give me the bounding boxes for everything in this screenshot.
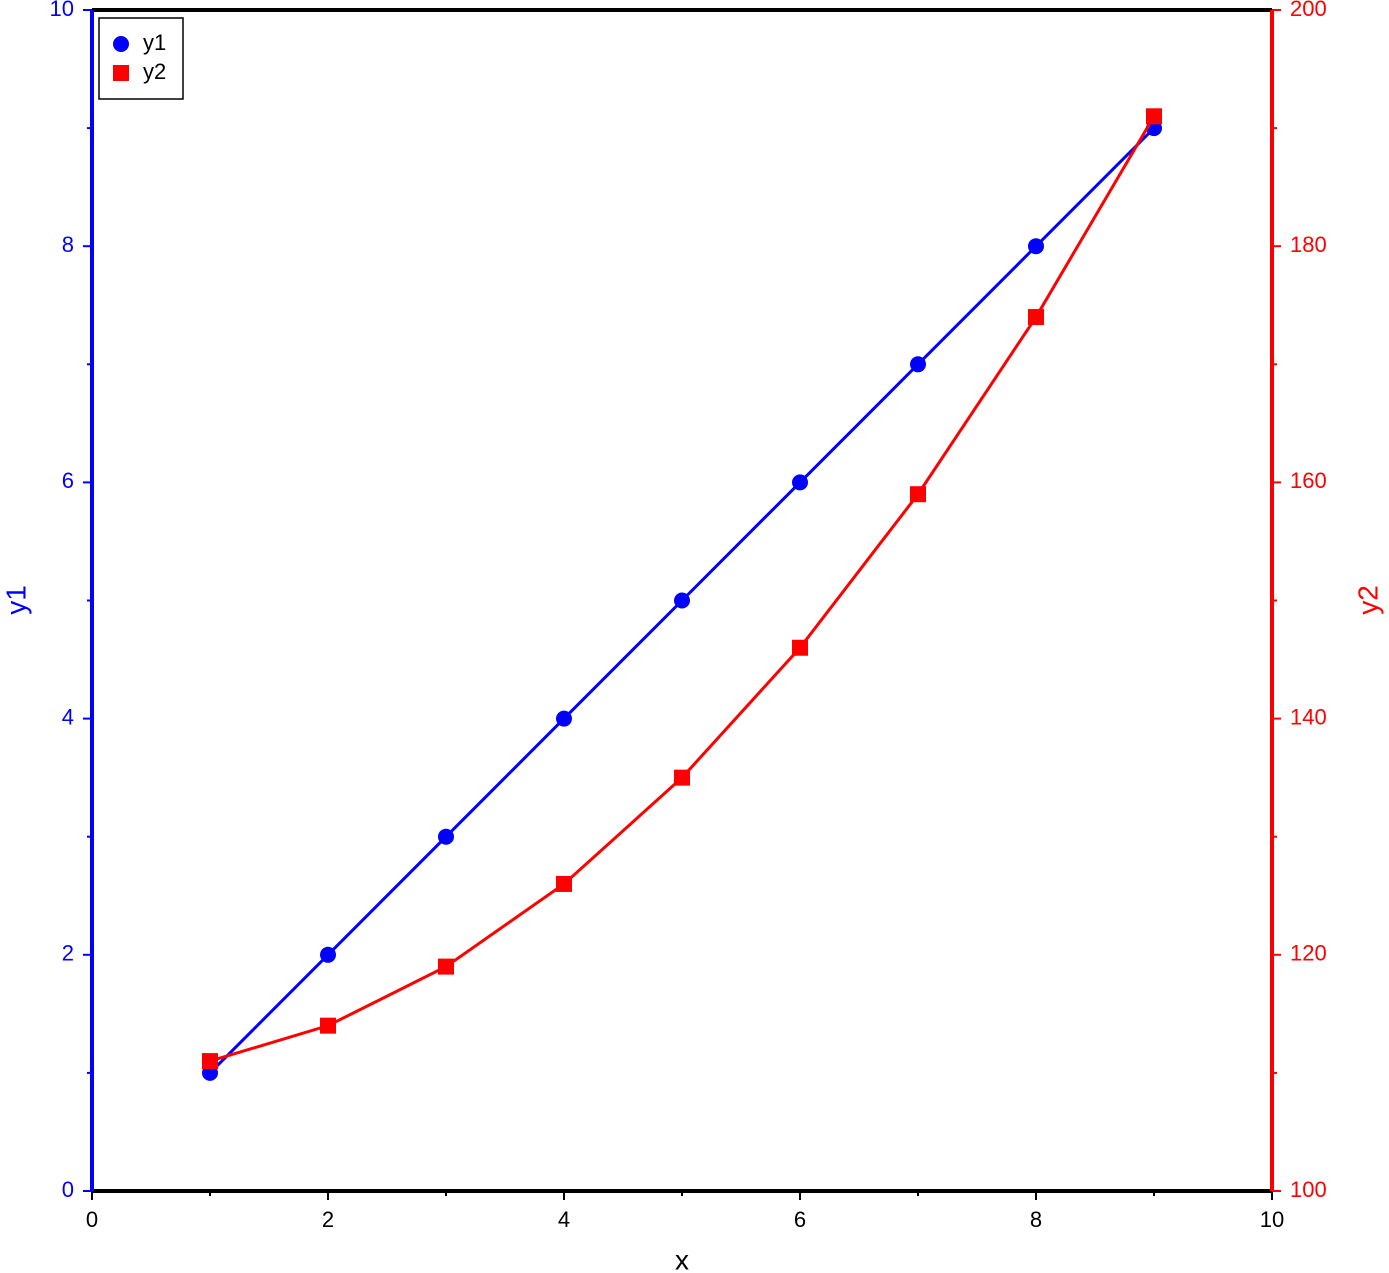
legend-marker xyxy=(113,36,129,52)
point xyxy=(320,946,336,963)
y2-tick-label: 140 xyxy=(1290,704,1327,729)
point xyxy=(202,1053,218,1070)
y2-tick-label: 120 xyxy=(1290,941,1327,966)
y2-tick-label: 180 xyxy=(1290,232,1327,257)
point xyxy=(556,710,572,727)
y2-tick-label: 160 xyxy=(1290,468,1327,493)
y-tick-label: 2 xyxy=(62,941,74,966)
x-tick-label: 2 xyxy=(322,1207,334,1232)
point xyxy=(674,769,690,786)
y-tick-label: 6 xyxy=(62,468,74,493)
x-tick-label: 10 xyxy=(1260,1207,1284,1232)
point xyxy=(556,875,572,892)
x-tick-label: 8 xyxy=(1030,1207,1042,1232)
legend-marker xyxy=(113,65,129,81)
y2-tick-label: 200 xyxy=(1290,0,1327,21)
legend-label: y1 xyxy=(143,30,166,55)
y2-axis-label: y2 xyxy=(1352,585,1383,615)
point xyxy=(792,639,808,656)
y-tick-label: 0 xyxy=(62,1177,74,1202)
point xyxy=(438,958,454,975)
point xyxy=(792,474,808,491)
x-axis-label: x xyxy=(675,1244,689,1273)
point xyxy=(438,828,454,845)
y2-tick-label: 100 xyxy=(1290,1177,1327,1202)
series-line xyxy=(209,115,1156,1063)
x-tick-label: 4 xyxy=(558,1207,570,1232)
y-tick-label: 4 xyxy=(62,704,74,729)
point xyxy=(674,592,690,609)
legend-box xyxy=(98,17,184,100)
y-tick-label: 8 xyxy=(62,232,74,257)
point xyxy=(910,486,926,503)
x-tick-label: 6 xyxy=(794,1207,806,1232)
point xyxy=(320,1017,336,1034)
point xyxy=(1028,309,1044,326)
point xyxy=(1146,108,1162,125)
y-tick-label: 10 xyxy=(50,0,74,21)
point xyxy=(910,356,926,373)
legend-label: y2 xyxy=(143,59,166,84)
y-axis-label: y1 xyxy=(0,585,31,615)
x-tick-label: 0 xyxy=(86,1207,98,1232)
point xyxy=(1028,238,1044,255)
